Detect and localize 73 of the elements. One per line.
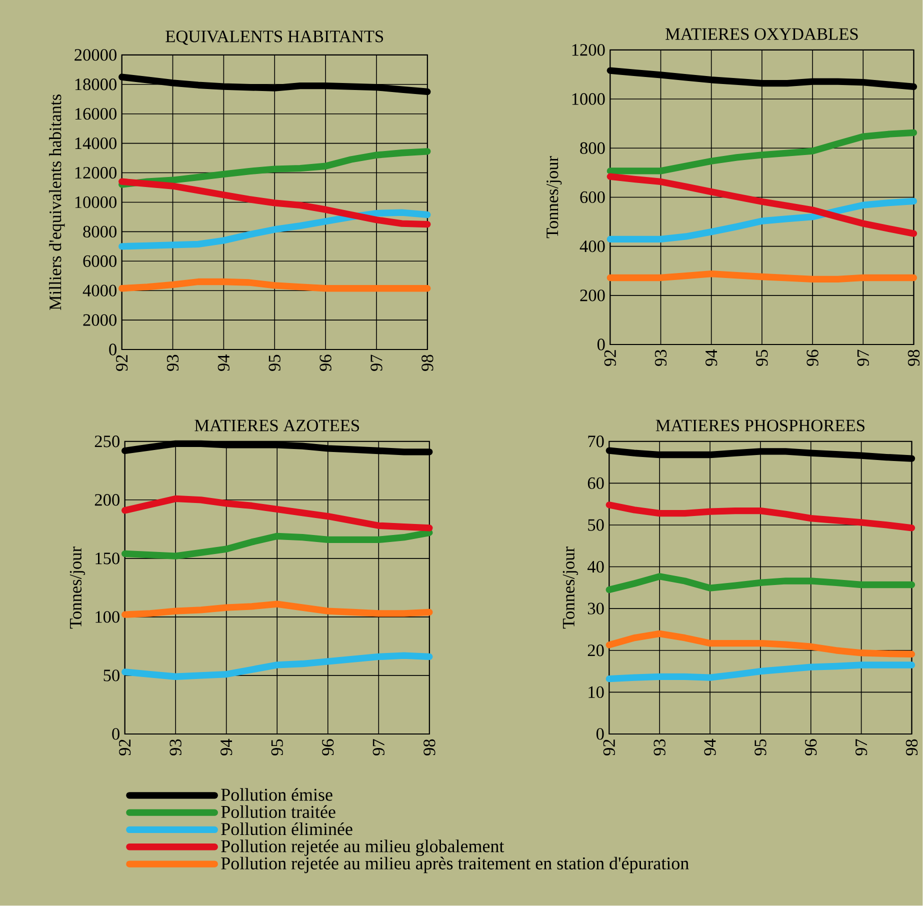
y-tick-label: 20000 [74, 49, 116, 61]
chart-title: MATIERES OXYDABLES [666, 28, 858, 40]
y-tick-label: 40 [587, 561, 604, 573]
x-tick-label: 92 [604, 350, 616, 366]
x-tick-label: 92 [116, 355, 128, 372]
y-tick-label: 600 [580, 192, 605, 204]
x-tick-label: 94 [218, 354, 230, 372]
x-tick-label: 96 [806, 350, 818, 366]
x-tick-label: 95 [271, 739, 283, 756]
x-tick-label: 93 [654, 350, 667, 366]
chart-title: MATIERES AZOTEES [194, 420, 359, 432]
chart-title: MATIERES PHOSPHOREES [656, 420, 864, 432]
y-tick-label: 0 [112, 728, 120, 740]
y-tick-label: 1200 [572, 44, 605, 56]
y-tick-label: 200 [94, 494, 120, 506]
legend-label: Pollution rejetée au milieu après traitement en station d'épuration [221, 856, 689, 874]
y-tick-label: 60 [588, 477, 604, 490]
chart-title: EQUIVALENTS HABITANTS [166, 30, 384, 46]
y-tick-label: 50 [104, 670, 120, 682]
y-tick-label: 400 [580, 240, 605, 252]
y-tick-label: 6000 [83, 255, 116, 268]
y-tick-label: 50 [588, 519, 604, 531]
x-tick-label: 96 [322, 739, 334, 756]
x-tick-label: 97 [372, 739, 384, 756]
y-tick-label: 70 [588, 436, 604, 448]
y-tick-label: 1000 [572, 93, 605, 105]
x-tick-label: 96 [320, 354, 332, 372]
x-tick-label: 95 [756, 350, 768, 366]
x-tick-label: 97 [370, 354, 382, 372]
y-tick-label: 0 [597, 338, 605, 350]
y-tick-label: 0 [596, 728, 604, 740]
x-tick-label: 95 [754, 739, 766, 756]
y-tick-label: 12000 [75, 167, 116, 179]
y-tick-label: 16000 [75, 108, 116, 120]
legend-label: Pollution traitée [221, 805, 336, 818]
x-tick-label: 93 [166, 355, 179, 372]
legend-label: Pollution émise [221, 788, 332, 801]
x-tick-label: 97 [857, 350, 869, 366]
y-tick-label: 4000 [82, 284, 116, 297]
y-tick-label: 2000 [83, 314, 116, 326]
x-tick-label: 92 [603, 740, 615, 756]
x-tick-label: 95 [268, 355, 280, 372]
y-axis-title: Milliers d'equivalents habitants [49, 94, 65, 310]
x-tick-label: 94 [704, 739, 716, 756]
x-tick-label: 93 [170, 739, 182, 756]
x-tick-label: 98 [424, 739, 436, 756]
legend-label: Pollution éliminée [221, 822, 352, 836]
x-tick-label: 94 [220, 739, 232, 756]
y-tick-label: 8000 [83, 226, 116, 238]
y-tick-label: 18000 [75, 78, 116, 90]
x-tick-label: 98 [906, 739, 918, 756]
y-tick-label: 10000 [75, 196, 116, 208]
x-tick-label: 98 [908, 350, 920, 366]
y-tick-label: 100 [96, 611, 120, 623]
x-tick-label: 92 [119, 740, 131, 756]
x-tick-label: 97 [855, 739, 868, 756]
y-tick-label: 250 [94, 436, 120, 448]
y-axis-title: Tonnes/jour [562, 546, 578, 629]
x-tick-label: 98 [422, 355, 434, 372]
y-tick-label: 150 [96, 552, 120, 564]
y-tick-label: 0 [109, 344, 116, 356]
x-tick-label: 96 [805, 739, 817, 756]
y-tick-label: 800 [580, 142, 605, 154]
y-tick-label: 20 [588, 644, 604, 656]
x-tick-label: 93 [654, 739, 666, 756]
y-axis-title: Tonnes/jour [70, 546, 86, 629]
y-tick-label: 200 [580, 290, 605, 302]
y-tick-label: 10 [588, 686, 604, 698]
y-tick-label: 14000 [75, 138, 116, 150]
x-tick-label: 94 [706, 350, 718, 366]
legend-label: Pollution rejetée au milieu globalement [221, 840, 504, 856]
y-tick-label: 30 [588, 602, 604, 615]
y-axis-title: Tonnes/jour [546, 156, 562, 238]
